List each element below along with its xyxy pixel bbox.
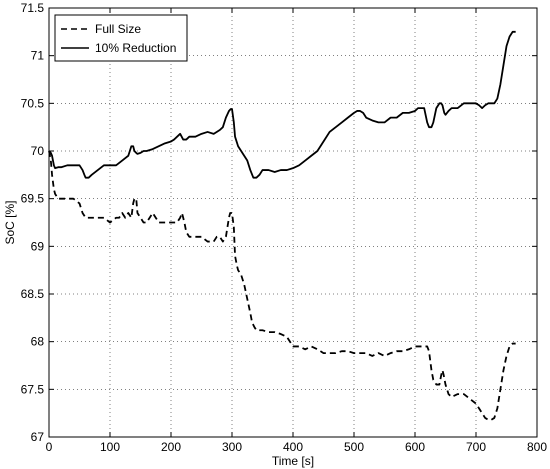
x-tick-label: 400	[283, 440, 303, 454]
grid-lines	[49, 8, 537, 437]
y-tick-label: 69.5	[21, 192, 45, 206]
y-tick-label: 67	[31, 430, 45, 444]
legend-box	[54, 14, 188, 62]
y-tick-label: 70.5	[21, 96, 45, 110]
legend: Full Size 10% Reduction	[54, 14, 188, 62]
series-line-10pct-reduction	[48, 30, 516, 179]
y-tick-label: 67.5	[21, 382, 45, 396]
legend-label-full-size: Full Size	[95, 22, 141, 36]
x-tick-label: 100	[100, 440, 120, 454]
y-tick-label: 71.5	[21, 1, 45, 15]
x-tick-label: 700	[466, 440, 486, 454]
x-tick-label: 800	[527, 440, 547, 454]
x-tick-label: 200	[161, 440, 181, 454]
y-tick-label: 69	[31, 239, 45, 253]
series-line-full-size	[48, 150, 516, 421]
x-axis-label: Time [s]	[272, 454, 314, 468]
y-tick-label: 70	[31, 144, 45, 158]
data-series	[48, 30, 516, 421]
y-axis-label: SoC [%]	[3, 200, 17, 244]
x-tick-label: 500	[344, 440, 364, 454]
y-tick-label: 68.5	[21, 287, 45, 301]
y-tick-label: 68	[31, 335, 45, 349]
x-tick-label: 300	[222, 440, 242, 454]
axis-ticks: 0 100 200 300 400 500 600 700 800 67 67.5 68 68.5 69 6…	[21, 1, 548, 454]
y-tick-label: 71	[31, 49, 45, 63]
x-tick-label: 0	[46, 440, 53, 454]
x-tick-label: 600	[405, 440, 425, 454]
legend-label-10pct-reduction: 10% Reduction	[95, 41, 176, 55]
